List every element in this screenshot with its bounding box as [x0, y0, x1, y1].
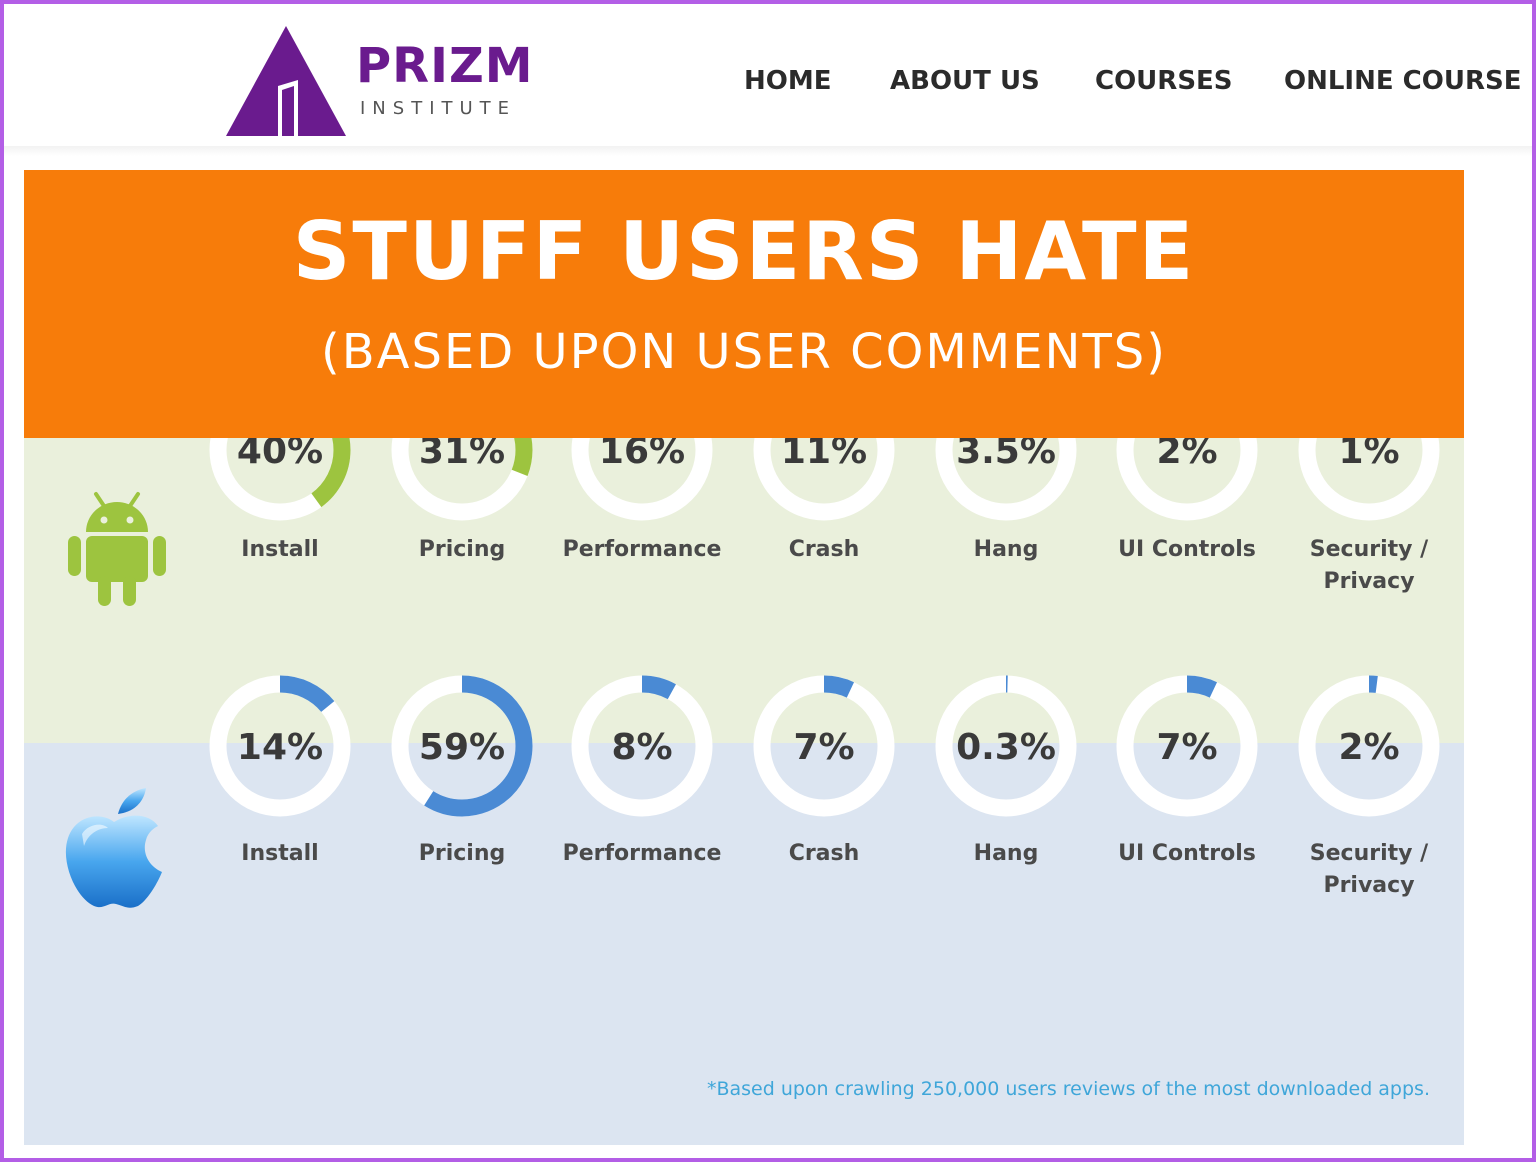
nav-about-us[interactable]: ABOUT US — [890, 66, 1040, 96]
android-value-label: 2% — [1156, 438, 1217, 472]
ios-value-label: 8% — [611, 727, 672, 768]
ios-category-label: Crash — [789, 841, 860, 866]
ios-category-label: Hang — [974, 841, 1039, 866]
android-category-label: Crash — [789, 537, 860, 562]
nav-home[interactable]: HOME — [744, 66, 832, 96]
header-divider — [4, 146, 1532, 156]
ios-donut-arc — [935, 675, 1077, 817]
android-donut-0: 40% Install — [209, 438, 351, 562]
ios-value-label: 59% — [419, 727, 505, 768]
nav-online-course[interactable]: ONLINE COURSE — [1284, 66, 1522, 96]
android-donut-track — [1298, 438, 1440, 521]
android-donut-track — [1116, 438, 1258, 521]
ios-donut-0: 14% Install — [209, 675, 351, 866]
infographic-subtitle: (BASED UPON USER COMMENTS) — [321, 324, 1167, 380]
ios-donut-4: 0.3% Hang — [935, 675, 1077, 866]
title-banner: STUFF USERS HATE (BASED UPON USER COMMEN… — [24, 170, 1464, 438]
android-category-label: Install — [241, 537, 318, 562]
android-icon — [68, 492, 166, 606]
android-donut-3: 11% Crash — [753, 438, 895, 562]
android-value-label: 3.5% — [956, 438, 1056, 472]
android-category-label: UI Controls — [1118, 537, 1256, 562]
ios-category-label: UI Controls — [1118, 841, 1256, 866]
donut-charts: 40% Install 31% Pricing 16% Performance 11% Cra… — [209, 438, 1440, 898]
infographic-title: STUFF USERS HATE — [292, 205, 1196, 298]
ios-donut-arc — [753, 675, 895, 817]
android-category-label: Performance — [563, 537, 722, 562]
ios-donut-arc — [1298, 675, 1440, 817]
infographic: STUFF USERS HATE (BASED UPON USER COMMEN… — [24, 170, 1464, 1145]
ios-value-label: 7% — [793, 727, 854, 768]
android-category-label: Hang — [974, 537, 1039, 562]
ios-donut-2: 8% Performance — [563, 675, 722, 866]
android-donut-4: 3.5% Hang — [935, 438, 1077, 562]
ios-category-label: Install — [241, 841, 318, 866]
ios-value-label: 2% — [1338, 727, 1399, 768]
ios-donut-arc — [391, 675, 533, 817]
android-value-label: 16% — [599, 438, 685, 472]
android-value-label: 1% — [1338, 438, 1399, 472]
ios-value-label: 7% — [1156, 727, 1217, 768]
ios-donut-6: 2% Security / Privacy — [1298, 675, 1440, 898]
android-donut-2: 16% Performance — [563, 438, 722, 562]
logo-subtitle: INSTITUTE — [360, 98, 517, 119]
android-value-label: 40% — [237, 438, 323, 472]
ios-category-label: Performance — [563, 841, 722, 866]
site-header: PRIZM INSTITUTE HOME ABOUT US COURSES ON… — [4, 4, 1532, 150]
android-donut-arc — [391, 438, 533, 521]
android-category-label: Security / Privacy — [1310, 537, 1429, 594]
ios-donut-5: 7% UI Controls — [1116, 675, 1258, 866]
android-donut-track — [753, 438, 895, 521]
ios-donut-arc — [1116, 675, 1258, 817]
logo-name[interactable]: PRIZM — [356, 38, 534, 94]
ios-donut-arc — [571, 675, 713, 817]
prizm-logo-icon[interactable] — [226, 26, 346, 138]
android-donut-arc — [209, 438, 351, 521]
android-donut-track — [935, 438, 1077, 521]
nav-courses[interactable]: COURSES — [1095, 66, 1233, 96]
android-donut-6: 1% Security / Privacy — [1298, 438, 1440, 594]
ios-category-label: Pricing — [419, 841, 506, 866]
android-donut-1: 31% Pricing — [391, 438, 533, 562]
android-category-label: Pricing — [419, 537, 506, 562]
ios-category-label: Security / Privacy — [1310, 841, 1429, 898]
android-donut-track — [571, 438, 713, 521]
android-donut-5: 2% UI Controls — [1116, 438, 1258, 562]
ios-donut-arc — [209, 675, 351, 817]
ios-donut-3: 7% Crash — [753, 675, 895, 866]
apple-icon — [65, 788, 162, 908]
android-value-label: 31% — [419, 438, 505, 472]
footnote: *Based upon crawling 250,000 users revie… — [706, 1078, 1430, 1100]
android-value-label: 11% — [781, 438, 867, 472]
ios-donut-1: 59% Pricing — [391, 675, 533, 866]
ios-value-label: 14% — [237, 727, 323, 768]
ios-value-label: 0.3% — [956, 727, 1056, 768]
